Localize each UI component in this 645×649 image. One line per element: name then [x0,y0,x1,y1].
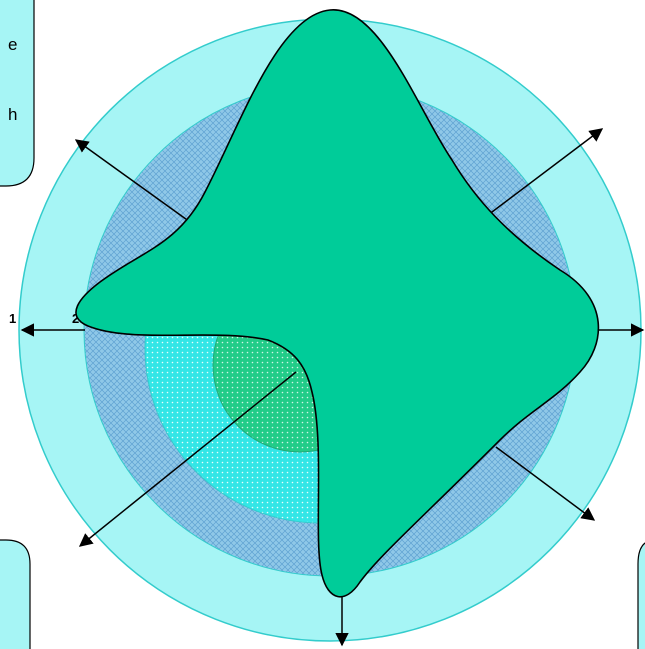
callout-text-line-1: e [8,35,17,54]
arrow-group [20,128,645,647]
star-shape [75,9,600,598]
arrow-north-west [74,139,191,223]
callout-box-bottom-left [0,539,31,649]
arrow-north-east [487,128,604,216]
callout-text-line-2: h [8,105,17,124]
ring-label-2: 2 [72,311,79,326]
callout-box-bottom-right [637,542,645,649]
ring-label-1: 1 [9,311,16,326]
arrow-south-west [78,371,297,547]
arrow-south-east [495,446,596,521]
callout-box-top-left [0,0,35,187]
